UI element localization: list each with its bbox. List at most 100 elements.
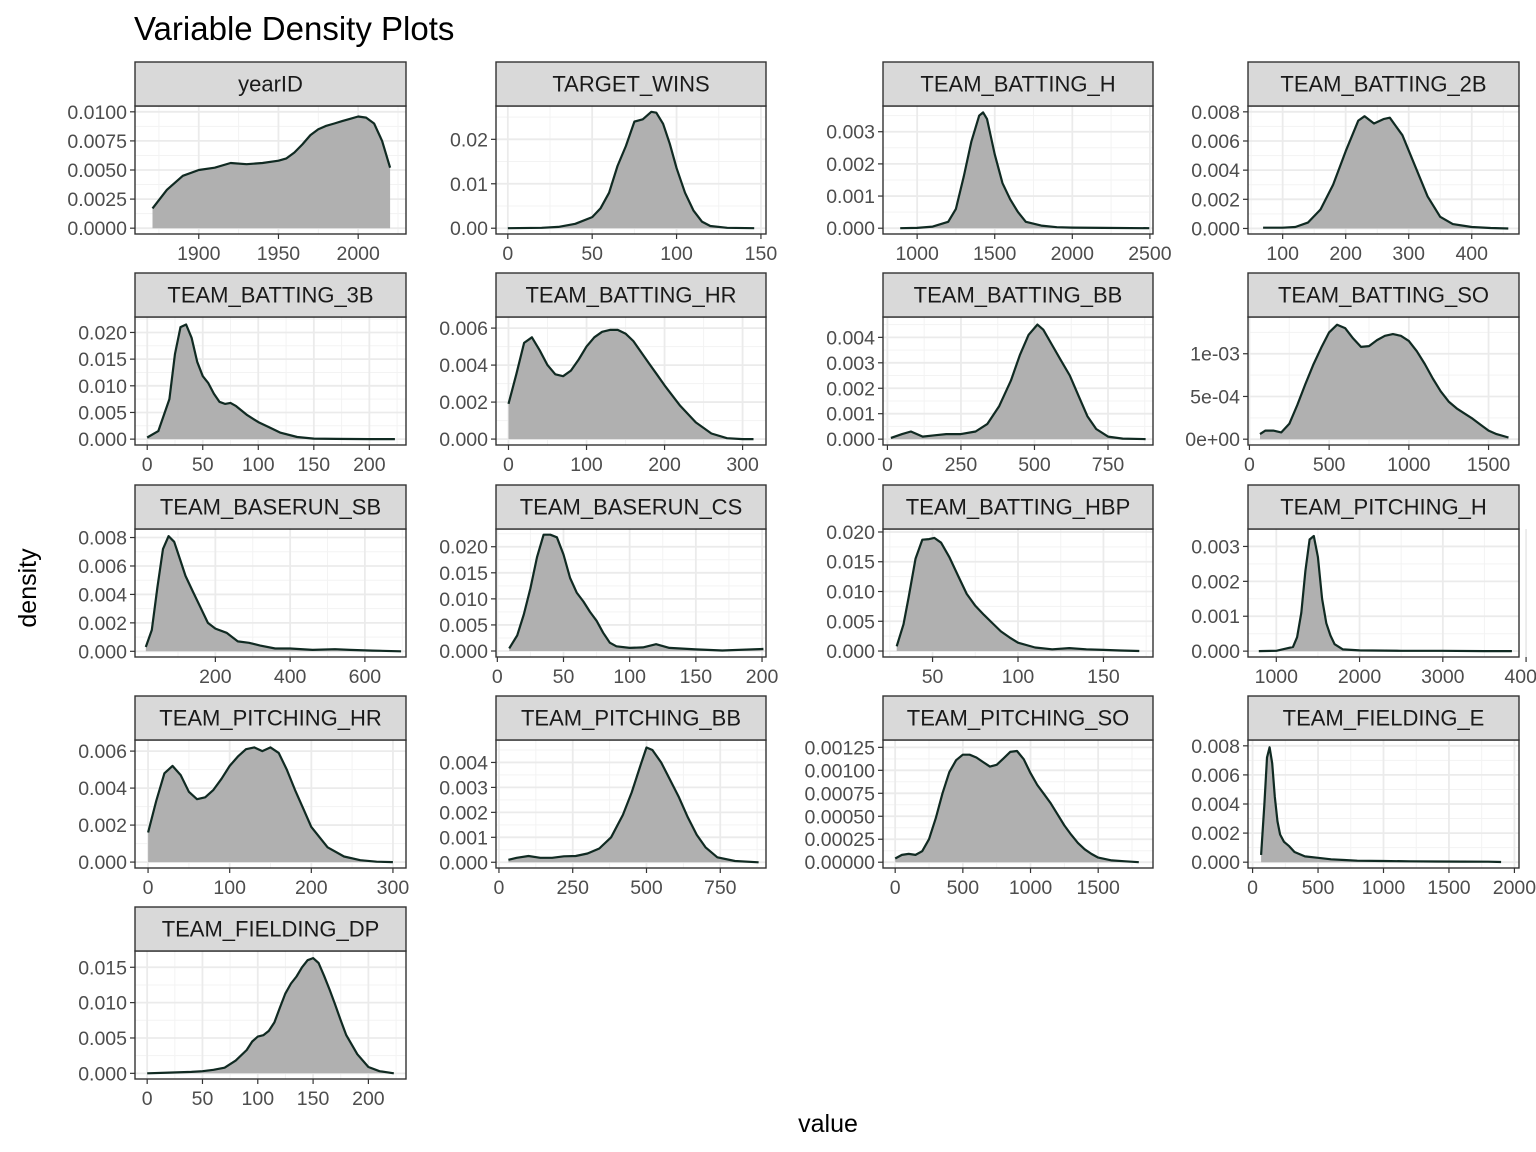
facet-label: TEAM_BATTING_HR: [525, 283, 736, 308]
x-tick-label: 500: [630, 877, 663, 899]
density-line: [508, 533, 764, 652]
y-tick-label: 0.002: [826, 378, 875, 400]
x-tick-label: 250: [945, 454, 978, 476]
x-tick-label: 0: [494, 877, 505, 899]
facet-panel: TEAM_BATTING_BB 0 250 500 750 0.000 0.001 0.002…: [826, 272, 1154, 476]
x-tick-label: 0: [503, 454, 514, 476]
y-tick-label: 0.015: [78, 957, 127, 979]
x-tick-label: 0: [890, 877, 901, 899]
facet-strip: [1247, 484, 1520, 530]
x-tick-label: 50: [581, 243, 603, 265]
y-tick-label: 0.015: [439, 563, 488, 585]
x-tick-label: 1000: [1009, 877, 1053, 899]
facet-panel: TEAM_BATTING_HBP 50 100 150 0.000 0.005 0.010 0…: [826, 484, 1154, 688]
x-tick-label: 300: [1392, 243, 1425, 265]
y-tick-label: 0.000: [78, 852, 127, 874]
y-tick-label: 0.008: [1191, 736, 1240, 758]
facet-label: TEAM_BATTING_HBP: [906, 495, 1131, 520]
density-area: [509, 534, 764, 651]
x-tick-label: 1950: [257, 243, 301, 265]
x-tick-label: 500: [1313, 454, 1346, 476]
facet-strip: [495, 61, 767, 107]
y-tick-label: 0.006: [1191, 765, 1240, 787]
x-tick-label: 100: [242, 1088, 275, 1110]
x-tick-label: 400: [274, 666, 307, 688]
y-tick-label: 0.002: [1191, 189, 1240, 211]
facet-strip: [134, 695, 407, 741]
x-tick-label: 150: [298, 454, 331, 476]
x-tick-label: 150: [680, 666, 713, 688]
y-tick-label: 0.004: [1191, 160, 1240, 182]
density-line: [900, 111, 1150, 230]
density-area: [508, 329, 754, 440]
facet-panel: TEAM_BATTING_SO 0 500 1000 1500 0e+00 5e-04 1e-…: [1185, 272, 1520, 476]
y-tick-label: 0.000: [439, 852, 488, 874]
facet-panel: yearID 1900 1950 2000 0.0000 0.0025 0.0050 0.00…: [67, 61, 407, 265]
y-tick-label: 0.0100: [67, 102, 127, 124]
y-tick-label: 0.005: [439, 615, 488, 637]
facet-strip: [882, 272, 1154, 318]
y-tick-label: 0.004: [439, 355, 488, 377]
y-tick-label: 0.006: [439, 318, 488, 340]
y-tick-label: 0.004: [78, 778, 127, 800]
density-area: [1263, 116, 1509, 229]
facet-panel: TEAM_FIELDING_DP 0 50 100 150 200 0.000 0.005 0.…: [78, 906, 407, 1110]
facet-strip: [134, 61, 407, 107]
facet-strip: [882, 61, 1154, 107]
y-tick-label: 0.015: [826, 552, 875, 574]
x-tick-label: 600: [349, 666, 382, 688]
y-tick-label: 0.010: [78, 376, 127, 398]
x-tick-label: 2000: [1493, 877, 1536, 899]
density-line: [151, 115, 392, 210]
facet-strip: [1247, 695, 1520, 741]
y-tick-label: 0.020: [439, 537, 488, 559]
y-tick-label: 0.001: [826, 404, 875, 426]
y-tick-label: 0.003: [826, 122, 875, 144]
density-line: [1260, 746, 1502, 864]
y-tick-label: 0.008: [1191, 102, 1240, 124]
density-line: [895, 536, 1140, 653]
density-area: [147, 958, 394, 1074]
facet-strip: [1247, 272, 1520, 318]
y-tick-label: 0.004: [439, 752, 488, 774]
facet-label: TEAM_PITCHING_BB: [521, 706, 741, 731]
facet-strip: [882, 695, 1154, 741]
y-tick-label: 0.000: [78, 1063, 127, 1085]
y-tick-label: 0.00075: [805, 783, 876, 805]
density-line: [1258, 534, 1512, 653]
density-line: [894, 749, 1139, 864]
y-tick-label: 0.003: [1191, 536, 1240, 558]
x-tick-label: 500: [947, 877, 980, 899]
x-tick-label: 1500: [973, 243, 1017, 265]
x-tick-label: 3000: [1421, 666, 1465, 688]
y-tick-label: 0.005: [826, 611, 875, 633]
y-tick-label: 0.000: [826, 641, 875, 663]
facet-panel: TEAM_PITCHING_SO0 500 1000 15000.000000.000…: [805, 695, 1154, 899]
y-tick-label: 0.0025: [67, 189, 127, 211]
y-tick-label: 0.000: [1191, 218, 1240, 240]
x-tick-label: 0: [142, 454, 153, 476]
x-tick-label: 50: [192, 1088, 214, 1110]
x-tick-label: 500: [1018, 454, 1051, 476]
x-tick-label: 1500: [1467, 454, 1511, 476]
y-tick-label: 0.002: [78, 613, 127, 635]
x-tick-label: 2500: [1128, 243, 1172, 265]
facet-strip: [134, 484, 407, 530]
y-tick-label: 0.001: [439, 827, 488, 849]
y-tick-label: 0.00050: [805, 806, 876, 828]
y-tick-label: 0.006: [78, 741, 127, 763]
x-tick-label: 150: [297, 1088, 330, 1110]
facet-label: TEAM_PITCHING_HR: [159, 706, 381, 731]
facet-label: TEAM_PITCHING_H: [1280, 495, 1487, 520]
y-tick-label: 0e+00: [1185, 429, 1240, 451]
x-tick-label: 1000: [1387, 454, 1431, 476]
facet-strip: [882, 484, 1154, 530]
y-tick-label: 0.00125: [805, 737, 876, 759]
x-tick-label: 150: [745, 243, 778, 265]
x-tick-label: 200: [199, 666, 232, 688]
x-tick-label: 100: [1002, 666, 1035, 688]
x-tick-label: 100: [1266, 243, 1299, 265]
facet-panel: TEAM_FIELDING_E 0 500 1000 1500 2000 0.000 0.00…: [1191, 695, 1536, 899]
